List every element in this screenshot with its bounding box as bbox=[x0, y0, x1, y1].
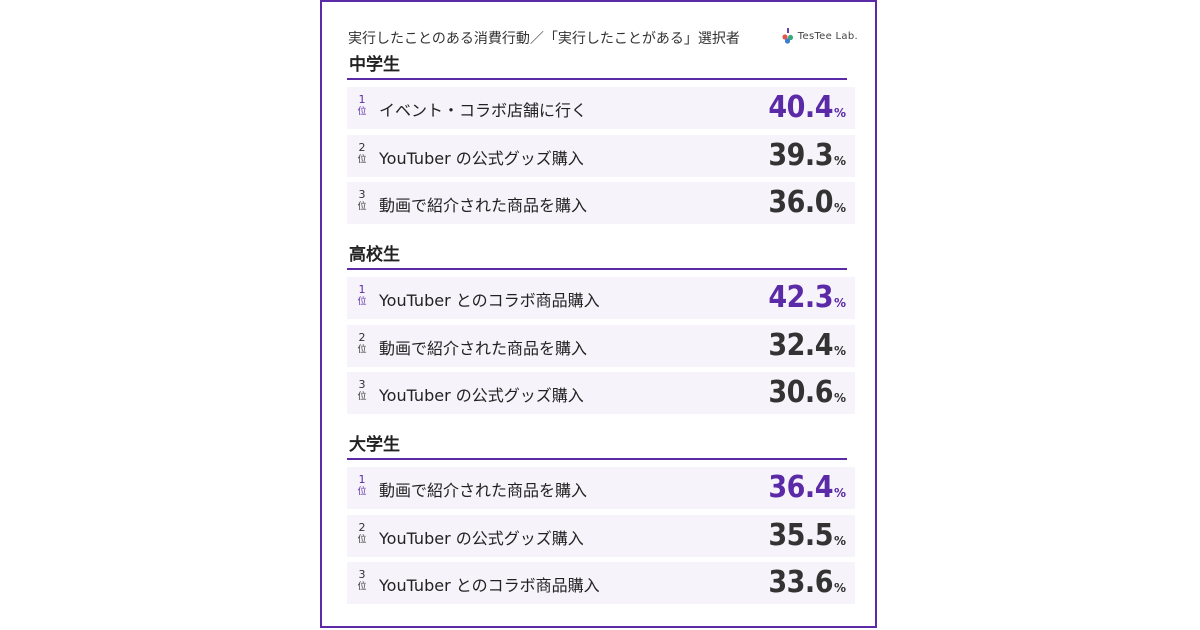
ranking-row: 2 位動画で紹介された商品を購入 32.4% bbox=[347, 325, 855, 367]
rank-number: 3 bbox=[358, 378, 366, 391]
ranking-label: イベント・コラボ店舗に行く bbox=[379, 101, 588, 120]
ranking-value: 30.6% bbox=[768, 375, 846, 410]
ranking-value: 32.4% bbox=[768, 328, 846, 363]
value-number: 40.4 bbox=[768, 90, 833, 125]
ranking-value: 35.5% bbox=[768, 518, 846, 553]
testee-lab-logo: TesTee Lab. bbox=[782, 26, 858, 46]
section-title: 中学生 bbox=[349, 55, 400, 75]
ranking-value: 40.4% bbox=[768, 90, 846, 125]
value-number: 33.6 bbox=[768, 565, 833, 600]
percent-sign: % bbox=[833, 581, 846, 595]
rank-number: 2 bbox=[358, 141, 366, 154]
section-group-1: 中学生 1 位イベント・コラボ店舗に行く 40.4% 2 位 YouTuber の公式グッズ… bbox=[347, 54, 855, 224]
rank-unit: 位 bbox=[357, 535, 367, 545]
rank-unit: 位 bbox=[357, 345, 367, 355]
ranking-row: 1 位 YouTuber とのコラボ商品購入 42.3% bbox=[347, 277, 855, 319]
chart-title: 実行したことのある消費行動／「実行したことがある」選択者 bbox=[348, 31, 740, 47]
section-divider bbox=[347, 268, 847, 270]
rank-unit: 位 bbox=[357, 582, 367, 592]
ranking-row: 3 位動画で紹介された商品を購入 36.0% bbox=[347, 182, 855, 224]
rank-number: 3 bbox=[358, 568, 366, 581]
ranking-value: 39.3% bbox=[768, 138, 846, 173]
logo-text: TesTee Lab. bbox=[797, 30, 858, 42]
rank-unit: 位 bbox=[357, 392, 367, 402]
ranking-label: YouTuber の公式グッズ購入 bbox=[379, 149, 584, 168]
rank-number: 1 bbox=[358, 93, 366, 106]
rank-number: 2 bbox=[358, 331, 366, 344]
section-divider bbox=[347, 78, 847, 80]
ranking-row: 2 位 YouTuber の公式グッズ購入 35.5% bbox=[347, 515, 855, 557]
value-number: 36.0 bbox=[768, 185, 833, 220]
ranking-label: 動画で紹介された商品を購入 bbox=[379, 196, 588, 215]
rank-unit: 位 bbox=[357, 487, 367, 497]
section-group-2: 高校生 1 位 YouTuber とのコラボ商品購入 42.3% 2 位動画で紹介された商品… bbox=[347, 244, 855, 414]
value-number: 35.5 bbox=[768, 518, 833, 553]
ranking-label: 動画で紹介された商品を購入 bbox=[379, 339, 588, 358]
rank-unit: 位 bbox=[357, 202, 367, 212]
rank-unit: 位 bbox=[357, 107, 367, 117]
ranking-label: YouTuber の公式グッズ購入 bbox=[379, 386, 584, 405]
ranking-row: 3 位 YouTuber の公式グッズ購入 30.6% bbox=[347, 372, 855, 414]
rank-unit: 位 bbox=[357, 155, 367, 165]
section-title: 大学生 bbox=[349, 435, 400, 455]
percent-sign: % bbox=[833, 296, 846, 310]
rank-number: 3 bbox=[358, 188, 366, 201]
section-group-3: 大学生 1 位動画で紹介された商品を購入 36.4% 2 位 YouTuber の公式グッズ… bbox=[347, 434, 855, 604]
value-number: 39.3 bbox=[768, 138, 833, 173]
ranking-panel: 実行したことのある消費行動／「実行したことがある」選択者 TesTee Lab.… bbox=[320, 0, 877, 628]
percent-sign: % bbox=[833, 534, 846, 548]
percent-sign: % bbox=[833, 106, 846, 120]
rank-number: 2 bbox=[358, 521, 366, 534]
ranking-value: 36.0% bbox=[768, 185, 846, 220]
value-number: 36.4 bbox=[768, 470, 833, 505]
percent-sign: % bbox=[833, 201, 846, 215]
ranking-label: YouTuber とのコラボ商品購入 bbox=[379, 291, 600, 310]
value-number: 42.3 bbox=[768, 280, 833, 315]
section-divider bbox=[347, 458, 847, 460]
ranking-label: YouTuber とのコラボ商品購入 bbox=[379, 576, 600, 595]
percent-sign: % bbox=[833, 391, 846, 405]
percent-sign: % bbox=[833, 486, 846, 500]
percent-sign: % bbox=[833, 344, 846, 358]
value-number: 30.6 bbox=[768, 375, 833, 410]
percent-sign: % bbox=[833, 154, 846, 168]
value-number: 32.4 bbox=[768, 328, 833, 363]
ranking-value: 33.6% bbox=[768, 565, 846, 600]
panel-header: 実行したことのある消費行動／「実行したことがある」選択者 TesTee Lab. bbox=[348, 26, 858, 50]
ranking-value: 36.4% bbox=[768, 470, 846, 505]
logo-mark-icon bbox=[782, 28, 793, 44]
rank-number: 1 bbox=[358, 473, 366, 486]
ranking-row: 2 位 YouTuber の公式グッズ購入 39.3% bbox=[347, 135, 855, 177]
ranking-label: 動画で紹介された商品を購入 bbox=[379, 481, 588, 500]
ranking-value: 42.3% bbox=[768, 280, 846, 315]
ranking-row: 1 位動画で紹介された商品を購入 36.4% bbox=[347, 467, 855, 509]
ranking-row: 3 位 YouTuber とのコラボ商品購入 33.6% bbox=[347, 562, 855, 604]
ranking-label: YouTuber の公式グッズ購入 bbox=[379, 529, 584, 548]
ranking-row: 1 位イベント・コラボ店舗に行く 40.4% bbox=[347, 87, 855, 129]
rank-number: 1 bbox=[358, 283, 366, 296]
rank-unit: 位 bbox=[357, 297, 367, 307]
section-title: 高校生 bbox=[349, 245, 400, 265]
